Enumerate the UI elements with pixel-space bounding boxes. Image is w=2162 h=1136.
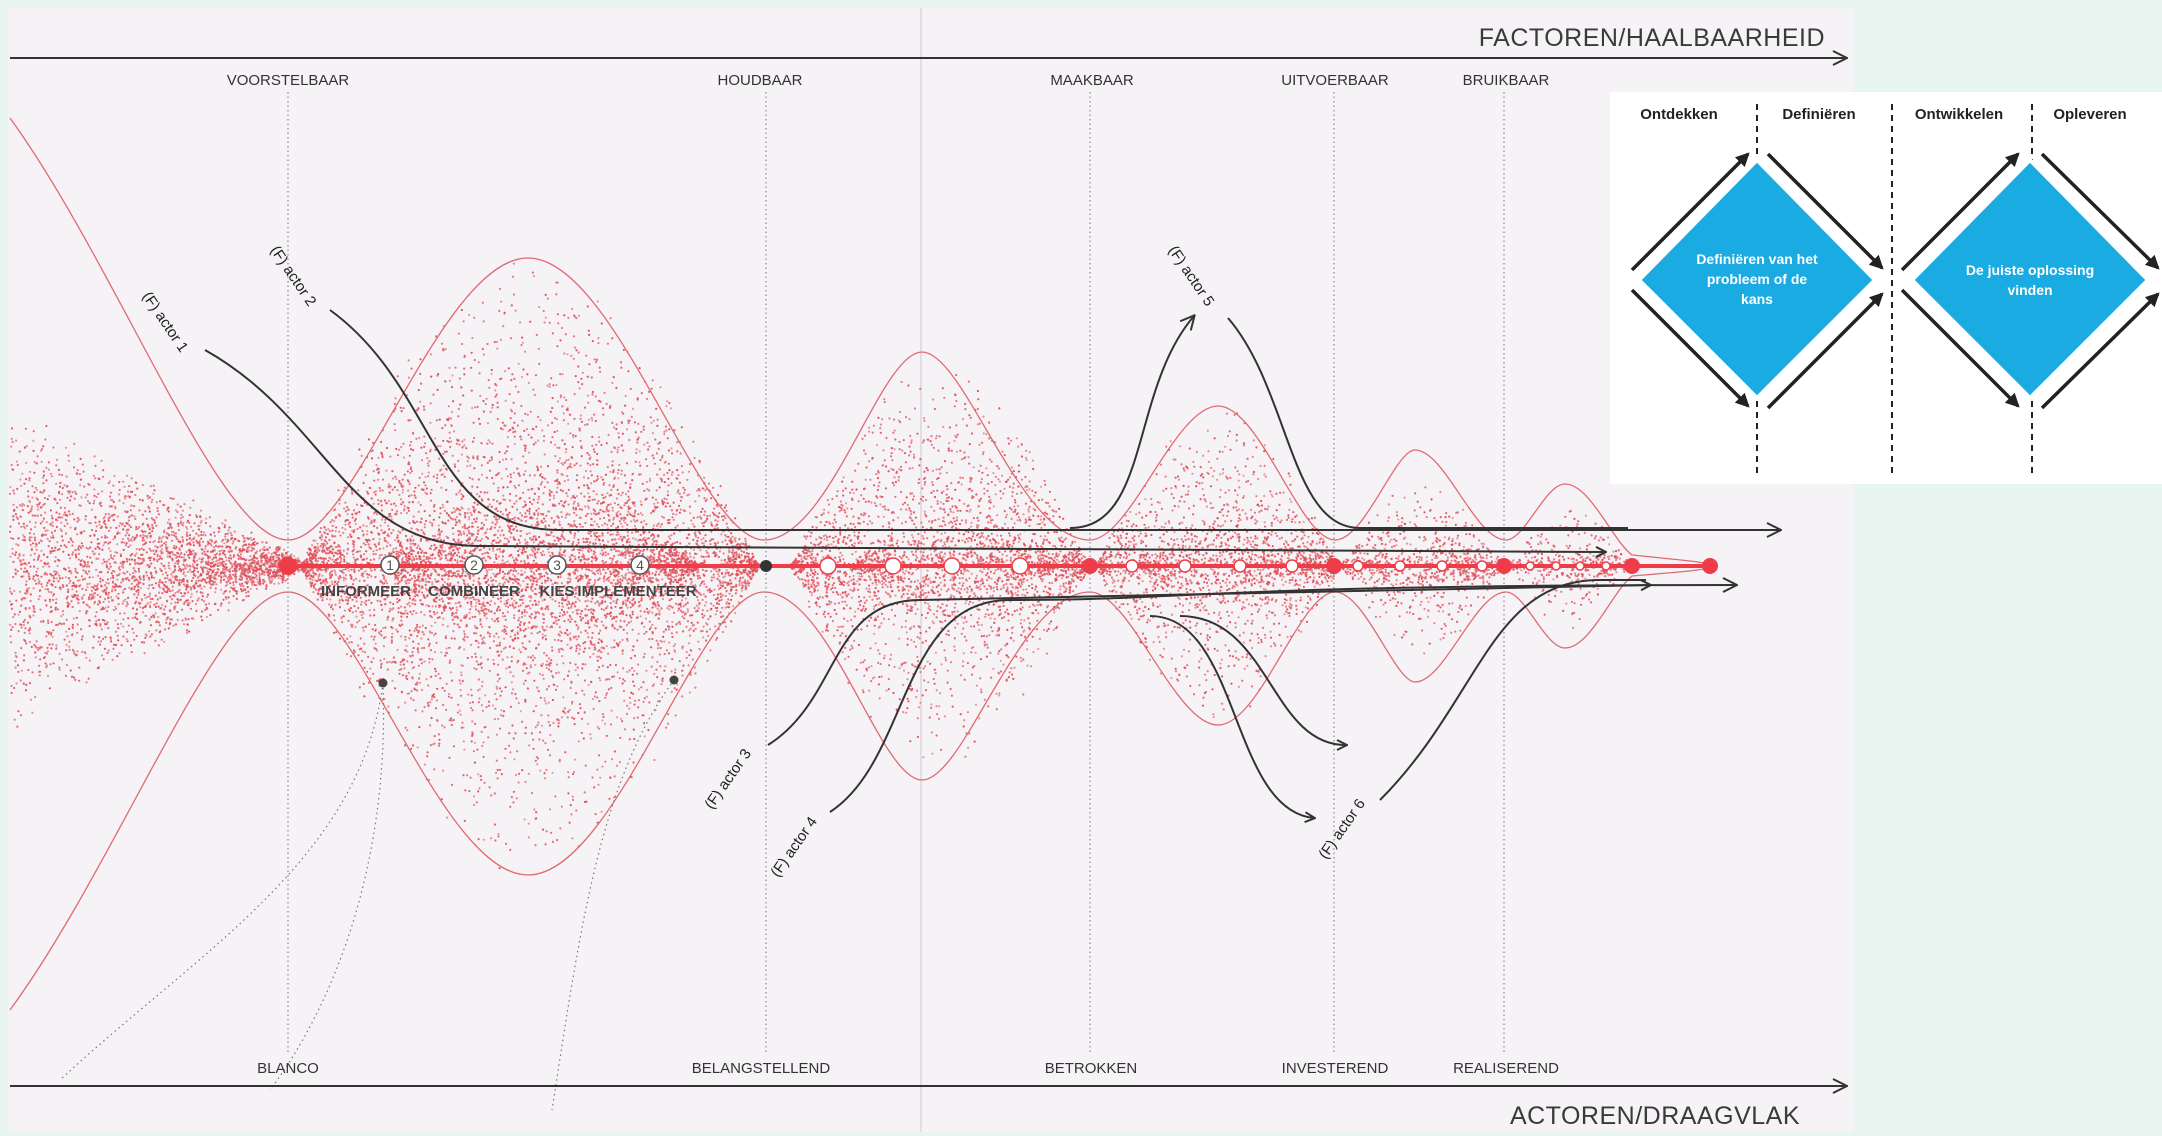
diamond-1-line-3: kans xyxy=(1741,291,1773,307)
step-number: 1 xyxy=(386,557,394,573)
diamond-solution xyxy=(1909,157,2151,401)
actor-5-drop xyxy=(1179,615,1346,745)
factor-label-bruikbaar: BRUIKBAAR xyxy=(1463,72,1550,89)
timeline-dot xyxy=(1178,559,1192,573)
diamond-1-line-2: probleem of de xyxy=(1707,271,1808,287)
factor-label-maakbaar: MAAKBAAR xyxy=(1050,72,1134,89)
timeline-milestone xyxy=(1326,558,1342,574)
wisp-dot xyxy=(378,678,388,688)
actor-3-curve xyxy=(767,585,1650,746)
dotted-wisps xyxy=(59,679,675,1111)
actor-1-curve xyxy=(204,349,1605,552)
timeline-milestone xyxy=(1496,558,1512,574)
actor-4-curve xyxy=(829,585,1736,813)
timeline-dot xyxy=(1575,561,1585,571)
step-number: 2 xyxy=(470,557,478,573)
step-labels: INFORMEER COMBINEER KIES IMPLEMENTEER xyxy=(321,583,697,600)
step-label-combineer: COMBINEER xyxy=(428,583,520,600)
actor-label-realiserend: REALISEREND xyxy=(1453,1060,1559,1077)
funnel-outlines xyxy=(9,117,1713,1011)
actor-5-tail xyxy=(1227,317,1628,529)
actor-2-curve xyxy=(329,309,1780,530)
actor-label-5: (F) actor 5 xyxy=(1165,243,1218,310)
phase-ontdekken: Ontdekken xyxy=(1640,106,1718,123)
step-markers: 1 2 3 4 xyxy=(380,555,650,575)
timeline-milestone xyxy=(760,560,772,572)
timeline-dot xyxy=(1436,560,1448,572)
actor-5-curve xyxy=(1069,316,1194,529)
factor-label-voorstelbaar: VOORSTELBAAR xyxy=(227,72,350,89)
timeline-milestone xyxy=(279,557,297,575)
step-label-informeer: INFORMEER xyxy=(321,583,411,600)
actor-column-labels: BLANCO BELANGSTELLEND BETROKKEN INVESTER… xyxy=(257,1060,1559,1077)
diamond-2-line-2: vinden xyxy=(2007,282,2052,298)
timeline-dots xyxy=(279,557,1718,575)
factor-label-uitvoerbaar: UITVOERBAAR xyxy=(1281,72,1389,89)
diamond-arrows xyxy=(1630,152,2160,410)
actor-6-drop xyxy=(1149,615,1314,818)
page-fold xyxy=(920,8,922,1132)
timeline-dot xyxy=(1394,560,1406,572)
phase-ontwikkelen: Ontwikkelen xyxy=(1915,106,2003,123)
timeline-dot xyxy=(1011,557,1029,575)
timeline-dot xyxy=(943,557,961,575)
timeline-milestone xyxy=(1082,558,1098,574)
timeline-dot xyxy=(1125,559,1139,573)
actor-label-6: (F) actor 6 xyxy=(1315,796,1369,862)
timeline-milestone xyxy=(1702,558,1718,574)
timeline-milestone xyxy=(1624,558,1640,574)
actor-label-investerend: INVESTEREND xyxy=(1282,1060,1389,1077)
actor-6-curve xyxy=(1379,579,1646,801)
timeline-dot xyxy=(884,557,902,575)
phase-definieren: Definiëren xyxy=(1782,106,1855,123)
bottom-axis-title: ACTOREN/DRAAGVLAK xyxy=(1510,1102,1800,1130)
timeline-dot xyxy=(1285,559,1299,573)
step-label-kies: KIES xyxy=(539,583,574,600)
timeline-dot xyxy=(1525,561,1535,571)
actor-label-1: (F) actor 1 xyxy=(139,289,192,356)
actor-label-belangstellend: BELANGSTELLEND xyxy=(692,1060,831,1077)
wisp-dot xyxy=(669,675,679,685)
factor-label-houdbaar: HOUDBAAR xyxy=(717,72,802,89)
top-axis-title: FACTOREN/HAALBAARHEID xyxy=(1479,24,1825,52)
actor-label-betrokken: BETROKKEN xyxy=(1045,1060,1138,1077)
timeline-dot xyxy=(819,557,837,575)
factor-column-labels: VOORSTELBAAR HOUDBAAR MAAKBAAR UITVOERBA… xyxy=(227,72,1550,89)
actor-label-3: (F) actor 3 xyxy=(701,746,755,812)
actor-label-2: (F) actor 2 xyxy=(267,243,320,310)
step-number: 4 xyxy=(636,557,644,573)
timeline-dot xyxy=(1551,561,1561,571)
double-diamond-inset: Ontdekken Definiëren Ontwikkelen Oplever… xyxy=(1610,92,2162,484)
step-label-implementeer: IMPLEMENTEER xyxy=(577,583,696,600)
actor-curves xyxy=(204,309,1780,818)
outer-outline-bottom xyxy=(9,565,1713,1011)
timeline-dot xyxy=(1352,560,1364,572)
diamond-define-problem xyxy=(1636,157,1878,401)
actor-label-4: (F) actor 4 xyxy=(767,814,821,880)
timeline-dot xyxy=(1233,559,1247,573)
phase-opleveren: Opleveren xyxy=(2053,106,2126,123)
timeline-dot xyxy=(1601,561,1611,571)
actor-label-blanco: BLANCO xyxy=(257,1060,319,1077)
step-number: 3 xyxy=(553,557,561,573)
timeline-dot xyxy=(1476,560,1488,572)
diamond-1-line-1: Definiëren van het xyxy=(1696,251,1818,267)
diamond-2-line-1: De juiste oplossing xyxy=(1966,262,2094,278)
outer-outline-top xyxy=(9,117,1713,567)
